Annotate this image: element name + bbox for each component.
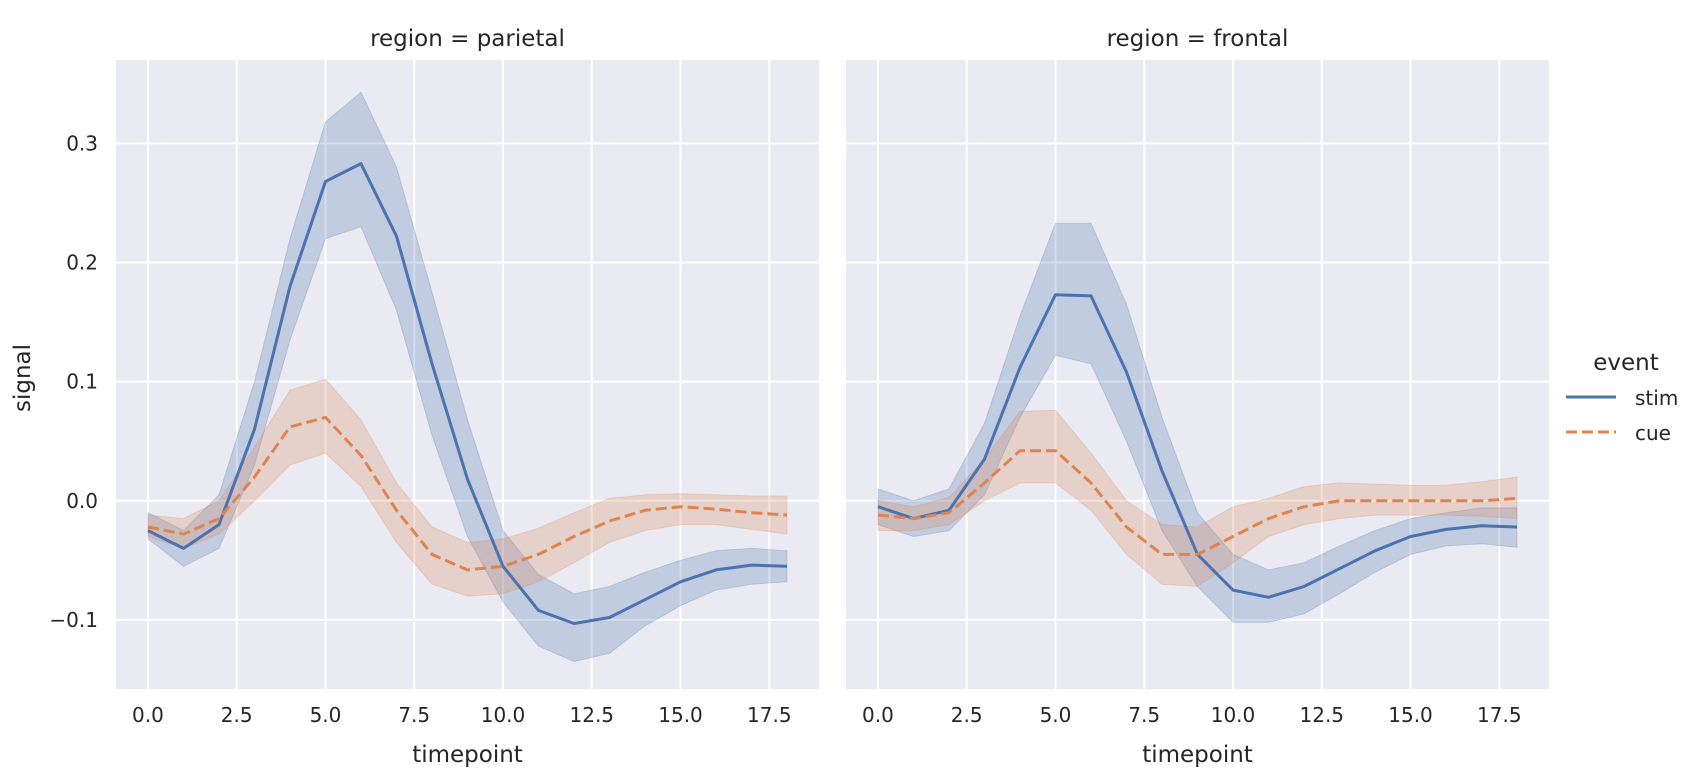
x-tick-label: 10.0 [481,703,526,727]
facet-panel-frontal: region = frontal 0.0 2.5 5.0 7.5 10.0 12.5 15.… [846,26,1549,768]
series-line-stim [147,162,788,625]
x-tick-label: 5.0 [1040,703,1072,727]
x-tick-label: 15.0 [658,703,703,727]
legend-title: event [1593,350,1659,376]
x-tick-label: 17.5 [747,703,792,727]
y-tick-label: 0.0 [66,489,98,513]
series-line-cue [877,449,1518,556]
facet-title-frontal: region = frontal [1107,26,1289,52]
x-tick-label: 10.0 [1211,703,1256,727]
x-tick-label: 12.5 [1300,703,1345,727]
series-group [877,222,1518,623]
series-line-cue [147,415,788,572]
facet-title-parietal: region = parietal [370,26,565,52]
x-tick-labels: 0.0 2.5 5.0 7.5 10.0 12.5 15.0 17.5 [862,703,1522,727]
y-tick-label: −0.1 [49,608,98,632]
x-tick-label: 0.0 [132,703,164,727]
x-tick-label: 2.5 [221,703,253,727]
x-tick-label: 2.5 [951,703,983,727]
x-tick-label: 0.0 [862,703,894,727]
ci-band-cue [147,378,788,597]
legend-label-stim: stim [1635,386,1678,410]
x-tick-label: 15.0 [1388,703,1433,727]
y-axis-label: signal [10,344,36,412]
y-tick-labels: −0.1 0.0 0.1 0.2 0.3 [49,131,98,632]
series-group [147,91,788,663]
x-axis-label: timepoint [412,742,523,768]
x-tick-label: 12.5 [570,703,615,727]
panel-background [116,60,819,689]
facet-panel-parietal: region = parietal 0.0 2.5 5.0 7.5 10.0 12.5 15… [49,26,819,768]
x-tick-label: 17.5 [1477,703,1522,727]
ci-band-stim [877,222,1518,623]
y-tick-label: 0.3 [66,131,98,155]
gridlines [116,60,819,689]
x-tick-label: 7.5 [398,703,430,727]
ci-band-cue [877,409,1518,588]
x-tick-label: 7.5 [1128,703,1160,727]
x-axis-label: timepoint [1142,742,1253,768]
x-tick-label: 5.0 [310,703,342,727]
y-tick-label: 0.2 [66,251,98,275]
legend: event stim cue [1566,350,1678,445]
x-tick-labels: 0.0 2.5 5.0 7.5 10.0 12.5 15.0 17.5 [132,703,792,727]
legend-label-cue: cue [1635,421,1671,445]
panel-background [846,60,1549,689]
y-tick-label: 0.1 [66,370,98,394]
